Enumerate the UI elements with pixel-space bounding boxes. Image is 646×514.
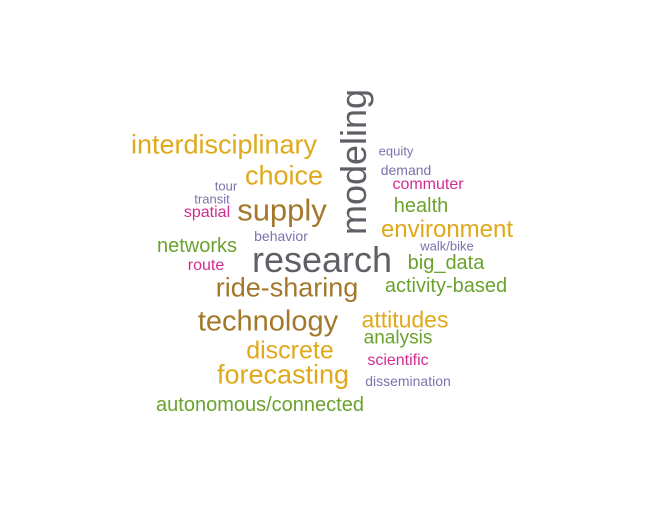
word-dissemination: dissemination <box>365 373 451 389</box>
word-equity: equity <box>378 143 414 159</box>
word-autonomous-connected: autonomous/connected <box>156 394 364 416</box>
word-health: health <box>393 195 449 217</box>
word-activity-based: activity-based <box>384 275 508 297</box>
word-modeling: modeling <box>333 88 374 236</box>
word-route: route <box>187 257 225 274</box>
word-transit: transit <box>194 191 230 207</box>
word-spatial: spatial <box>183 204 231 221</box>
word-big-data: big_data <box>407 252 485 274</box>
word-commuter: commuter <box>392 176 464 193</box>
word-research: research <box>251 239 393 280</box>
word-tour: tour <box>214 178 238 194</box>
word-demand: demand <box>380 162 432 178</box>
word-supply: supply <box>237 192 327 228</box>
word-choice: choice <box>244 160 324 191</box>
word-analysis: analysis <box>363 327 433 349</box>
word-walk-bike: walk/bike <box>420 238 474 254</box>
word-discrete: discrete <box>246 336 334 365</box>
word-networks: networks <box>156 235 238 257</box>
word-forecasting: forecasting <box>216 359 350 390</box>
word-behavior: behavior <box>254 228 308 244</box>
word-interdisciplinary: interdisciplinary <box>130 129 318 160</box>
word-scientific: scientific <box>367 352 429 369</box>
word-ride-sharing: ride-sharing <box>215 272 359 303</box>
word-attitudes: attitudes <box>361 306 449 333</box>
word-environment: environment <box>380 216 514 243</box>
word-technology: technology <box>197 305 339 338</box>
